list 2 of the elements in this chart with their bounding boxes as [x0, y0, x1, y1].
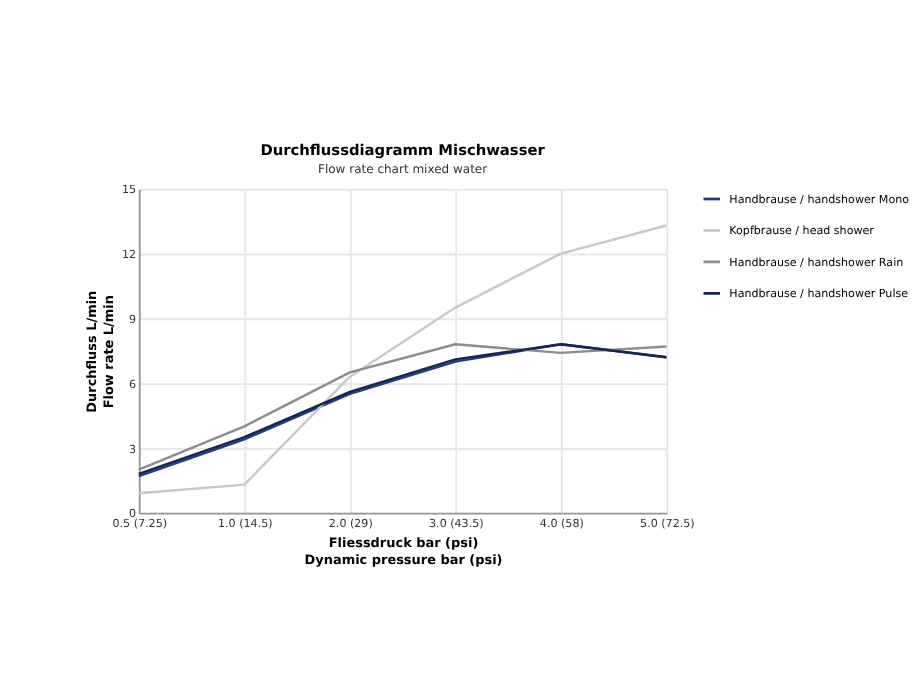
line-series	[137, 224, 668, 495]
chart-title: Durchflussdiagramm Mischwasser	[260, 140, 546, 159]
